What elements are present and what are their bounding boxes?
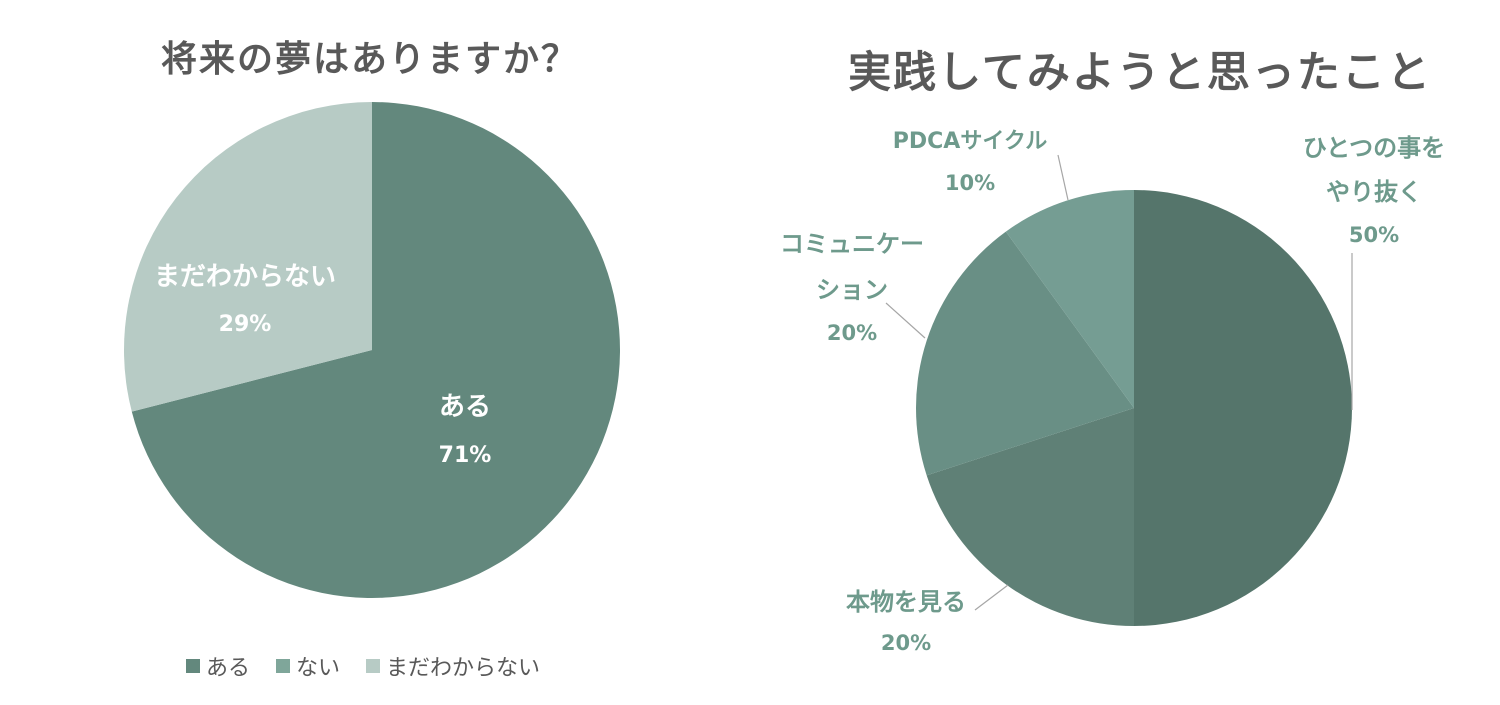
slice-label: やり抜く [1326, 178, 1422, 206]
slice-label: コミュニケー [780, 230, 924, 258]
slice-value-label: 71% [439, 443, 492, 468]
leader-line [974, 584, 1009, 611]
pie-slice-0 [1134, 190, 1352, 626]
legend-item: ない [276, 650, 340, 682]
slice-value-label: 29% [219, 312, 272, 337]
legend-item: まだわからない [366, 650, 540, 682]
slice-label: ひとつの事を [1303, 134, 1445, 162]
slice-value-label: 50% [1349, 223, 1399, 247]
slice-label: まだわからない [154, 262, 336, 292]
legend-label: ある [206, 656, 251, 681]
slice-label: ション [816, 276, 888, 304]
slice-label: PDCAサイクル [893, 129, 1047, 154]
pie-slice-aru [131, 102, 620, 598]
chart-title-dream: 将来の夢はありますか？ [160, 39, 579, 80]
slice-value-label: 20% [881, 631, 931, 655]
legend-swatch [366, 659, 381, 673]
slice-label: 本物を見る [846, 588, 966, 616]
slice-value-label: 10% [945, 171, 995, 195]
legend-item: ある [186, 650, 250, 682]
pie-slice-1 [926, 408, 1134, 626]
slice-label: ある [439, 392, 491, 422]
chart-title-practice: 実践してみようと思ったこと [848, 48, 1432, 98]
leader-line [885, 302, 926, 339]
legend-label: まだわからない [386, 656, 541, 681]
leader-line [1057, 154, 1069, 201]
pie-slice-madawakaranai [124, 102, 372, 412]
legend-dream: ある ない まだわからない [186, 650, 540, 682]
legend-swatch [186, 659, 200, 673]
legend-label: ない [296, 656, 341, 681]
pie-slice-3 [1005, 190, 1134, 408]
slice-value-label: 20% [827, 321, 877, 345]
legend-swatch [276, 659, 291, 673]
pie-slice-2 [916, 231, 1134, 476]
